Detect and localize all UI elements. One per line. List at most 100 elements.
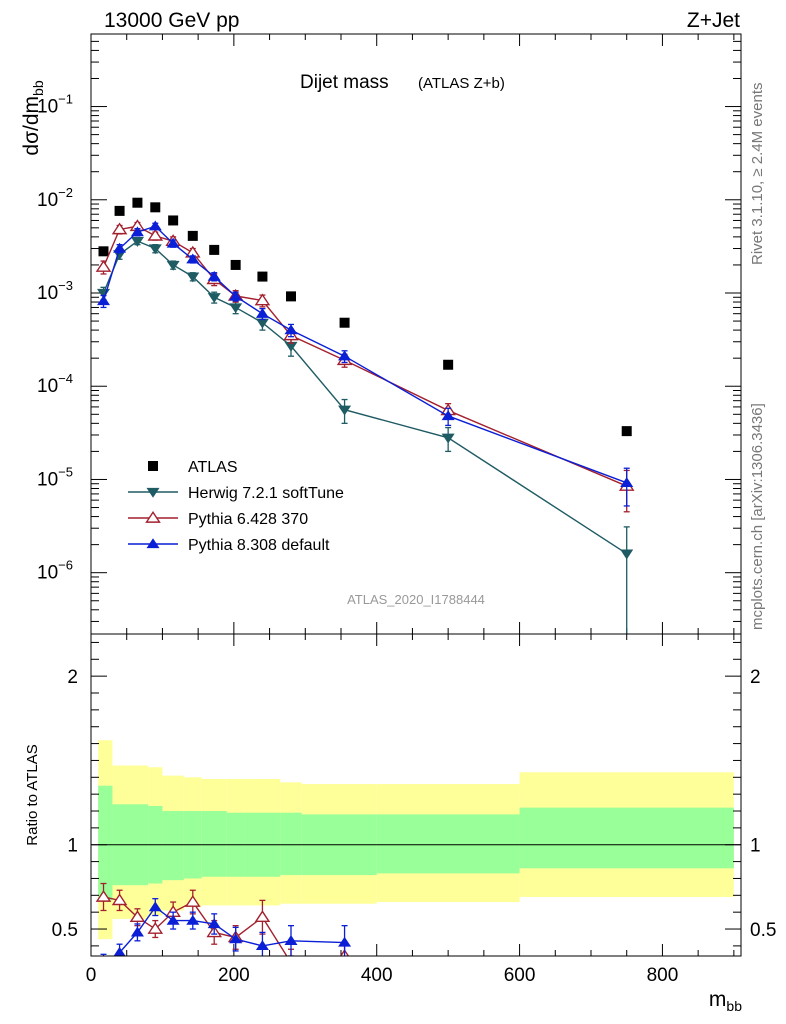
ratio-y-tick-label: 1 <box>67 836 78 857</box>
ratio-data-point <box>254 910 271 923</box>
data-point <box>284 341 298 352</box>
ratio-data-point <box>129 910 146 923</box>
main-data <box>95 197 635 634</box>
ratio-y-tick-label-right: 2 <box>750 667 761 688</box>
data-point <box>621 426 632 437</box>
data-point <box>254 293 271 306</box>
analysis-watermark: ATLAS_2020_I1788444 <box>347 592 485 607</box>
data-point <box>147 228 164 241</box>
inner-band <box>201 811 227 877</box>
main-panel: 10−6 10−5 10−4 10−3 10−2 10−1 Dijet mass (ATL… <box>20 33 742 956</box>
y-tick-label: 10−2 <box>37 185 73 211</box>
data-point <box>255 318 269 329</box>
ratio-data-point <box>338 936 352 947</box>
y-tick-label: 10−6 <box>37 558 73 584</box>
inner-band <box>519 807 734 869</box>
chart-title: Dijet mass <box>300 72 389 93</box>
data-point <box>441 410 455 421</box>
data-point <box>166 260 180 271</box>
ratio-data-point <box>229 933 243 944</box>
ratio-y-tick-label-right: 1 <box>750 836 761 857</box>
chart-subtitle: (ATLAS Z+b) <box>418 75 505 92</box>
data-point <box>130 237 144 247</box>
main-axes: 10−6 10−5 10−4 10−3 10−2 10−1 <box>37 34 741 956</box>
mcplots-label: mcplots.cern.ch [arXiv:1306.3436] <box>749 403 766 630</box>
data-point <box>338 350 352 361</box>
data-point <box>148 220 162 231</box>
ratio-data-point <box>207 918 221 929</box>
inner-band <box>98 785 113 901</box>
data-point <box>207 293 221 304</box>
data-point <box>148 244 162 255</box>
data-point <box>207 270 221 281</box>
ratio-y-tick-label: 0.5 <box>52 920 78 941</box>
ratio-data-point <box>111 893 128 906</box>
data-point <box>130 226 144 237</box>
legend-label: ATLAS <box>188 459 238 476</box>
x-tick-label: 200 <box>218 965 250 986</box>
series-line <box>102 240 628 555</box>
inner-band <box>376 814 520 874</box>
ratio-data <box>95 882 352 969</box>
ratio-axes: 0 200 400 600 800 0.5 0.5 1 1 2 2 <box>52 641 776 986</box>
data-point <box>230 259 241 270</box>
ratio-data-point <box>284 935 298 945</box>
header-right-label: Z+Jet <box>687 9 740 32</box>
data-point <box>339 317 350 328</box>
rivet-version-label: Rivet 3.1.10, ≥ 2.4M events <box>749 83 766 266</box>
data-point <box>113 242 127 253</box>
ratio-data-point <box>184 895 201 907</box>
data-point <box>187 230 198 241</box>
x-tick-label: 600 <box>504 965 536 986</box>
data-point <box>338 405 352 416</box>
data-point <box>441 433 455 444</box>
ratio-data-point <box>97 959 110 969</box>
data-point <box>113 250 127 261</box>
ratio-data-point <box>113 946 126 956</box>
data-point <box>229 303 243 314</box>
data-point <box>114 205 125 216</box>
x-axis-label: mbb <box>709 988 742 1014</box>
series-line <box>102 225 627 487</box>
data-point <box>95 259 112 272</box>
ratio-data-point <box>290 955 292 956</box>
ratio-data-point <box>147 921 164 934</box>
inner-band <box>280 812 302 876</box>
data-point <box>209 244 220 255</box>
data-point <box>284 324 298 335</box>
x-tick-label: 800 <box>647 965 679 986</box>
x-tick-label: 400 <box>361 965 393 986</box>
ratio-data-point <box>255 940 269 951</box>
y-tick-label: 10−3 <box>37 278 73 304</box>
legend-label: Pythia 6.428 370 <box>188 511 308 528</box>
data-point <box>166 237 180 248</box>
data-point <box>186 253 200 264</box>
ratio-y-tick-label: 2 <box>67 667 78 688</box>
y-tick-label: 10−5 <box>37 464 73 490</box>
ratio-data-point <box>166 914 180 925</box>
data-point <box>620 549 634 560</box>
legend-label: Pythia 8.308 default <box>188 537 330 554</box>
data-point <box>286 291 296 302</box>
header-left-label: 13000 GeV pp <box>104 9 239 32</box>
legend-marker <box>148 461 158 471</box>
legend: ATLAS Herwig 7.2.1 softTune Pythia 6.428 3… <box>128 459 344 554</box>
data-point <box>98 246 109 257</box>
ratio-data-point <box>186 914 200 925</box>
data-point <box>257 271 268 282</box>
data-point <box>150 202 161 213</box>
data-point <box>443 359 454 370</box>
data-point <box>168 215 179 226</box>
ratio-panel: 0 200 400 600 800 0.5 0.5 1 1 2 2 Ratio to ATLAS m… <box>24 633 776 1014</box>
data-point <box>111 222 128 235</box>
data-point <box>255 307 269 318</box>
legend-marker <box>146 487 160 498</box>
legend-marker <box>145 510 161 523</box>
legend-marker <box>146 538 160 549</box>
data-point <box>186 272 200 283</box>
data-point <box>97 295 110 306</box>
data-point <box>620 477 634 487</box>
data-point <box>132 197 143 208</box>
legend-label: Herwig 7.2.1 softTune <box>188 485 344 502</box>
